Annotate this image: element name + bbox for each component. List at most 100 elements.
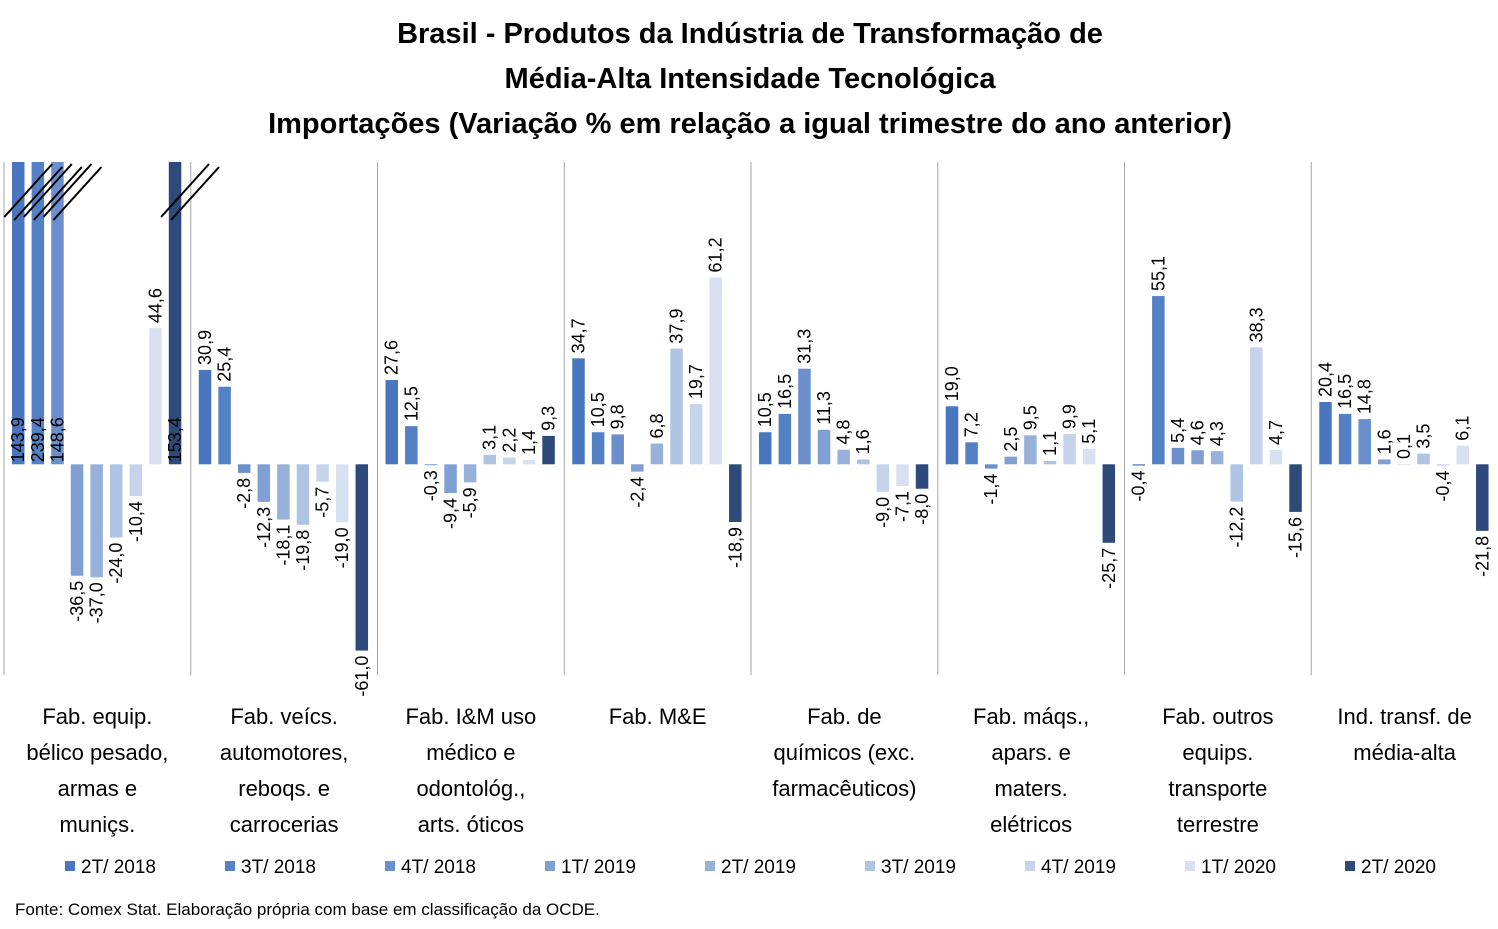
bar	[670, 348, 683, 465]
legend-swatch	[1025, 861, 1035, 871]
data-label: 0,1	[1394, 434, 1414, 459]
bar	[1132, 464, 1145, 466]
data-label: 16,5	[1335, 374, 1355, 409]
bar	[405, 426, 418, 465]
bar	[1476, 464, 1489, 531]
chart-title: Brasil - Produtos da Indústria de Transf…	[397, 18, 1103, 50]
x-tick-label: Fab. I&M uso médico e odontológ., arts. óti…	[405, 704, 536, 837]
bar	[1102, 464, 1116, 543]
data-label: -37,0	[87, 582, 107, 623]
legend-swatch	[705, 861, 715, 871]
data-label: -0,3	[421, 470, 441, 501]
data-label: -36,5	[67, 581, 87, 622]
data-label: -15,6	[1286, 517, 1306, 558]
legend-label: 2T/ 2019	[721, 857, 796, 878]
bar	[857, 459, 870, 465]
bar	[1063, 434, 1076, 465]
bar	[1082, 448, 1096, 465]
bar	[1269, 449, 1283, 465]
bar	[218, 386, 231, 465]
data-label: -2,4	[627, 477, 647, 508]
data-label: 20,4	[1316, 362, 1336, 397]
plot-area	[12, 162, 1489, 651]
bar	[1417, 453, 1430, 465]
bar	[1152, 296, 1165, 465]
bar	[198, 369, 212, 465]
data-label: -8,0	[912, 494, 932, 525]
x-tick-label: Fab. máqs., apars. e maters. elétricos	[973, 704, 1089, 837]
data-label: -0,4	[1433, 471, 1453, 502]
data-label: -18,9	[725, 527, 745, 568]
legend-swatch	[865, 861, 875, 871]
legend-swatch	[385, 861, 395, 871]
data-label: 27,6	[382, 340, 402, 375]
bar	[483, 454, 496, 465]
bar	[149, 328, 162, 465]
legend-label: 4T/ 2019	[1041, 857, 1116, 878]
axis-break	[33, 166, 83, 221]
source-note: Fonte: Comex Stat. Elaboração própria co…	[15, 900, 600, 919]
x-tick-label: Fab. outros equips. transporte terrestre	[1162, 704, 1273, 837]
bar	[1319, 402, 1332, 465]
bar	[709, 277, 722, 465]
bar	[1289, 464, 1302, 512]
data-label: 30,9	[195, 330, 215, 365]
axis-break	[3, 163, 53, 218]
data-label: 4,7	[1266, 420, 1286, 445]
data-label: 9,8	[608, 404, 628, 429]
legend-label: 3T/ 2019	[881, 857, 956, 878]
data-label: 5,1	[1079, 419, 1099, 444]
data-label: -1,4	[981, 474, 1001, 505]
legend-label: 1T/ 2020	[1201, 857, 1276, 878]
axis-break	[42, 163, 93, 218]
data-label: 14,8	[1355, 379, 1375, 414]
bar	[424, 464, 438, 466]
data-label: 6,8	[647, 414, 667, 439]
bar	[591, 432, 605, 465]
bar	[689, 404, 703, 465]
bar	[296, 464, 310, 525]
legend-label: 2T/ 2020	[1361, 857, 1436, 878]
bar	[257, 464, 271, 502]
bar	[798, 368, 811, 465]
bar	[70, 464, 84, 576]
bar	[729, 464, 742, 523]
legend-swatch	[1185, 861, 1195, 871]
bar	[965, 442, 978, 465]
data-label: -9,0	[873, 497, 893, 528]
bar	[1436, 464, 1450, 466]
data-label: 25,4	[215, 347, 235, 382]
bar	[650, 443, 664, 465]
data-label: -19,8	[293, 530, 313, 571]
axis-break	[13, 166, 63, 221]
bar	[817, 429, 831, 465]
bar	[631, 464, 644, 472]
data-label: -5,7	[313, 487, 333, 518]
data-label: 61,2	[706, 237, 726, 272]
data-label: -24,0	[106, 543, 126, 584]
legend-swatch	[545, 861, 555, 871]
data-label: 1,6	[1374, 429, 1394, 454]
data-label: -12,2	[1227, 507, 1247, 548]
data-label: 153,4	[165, 417, 185, 462]
bar	[237, 464, 251, 473]
bar	[1004, 456, 1018, 465]
bar	[1456, 445, 1469, 465]
bar	[759, 432, 772, 465]
axis-break	[160, 163, 210, 218]
data-label: 3,5	[1414, 424, 1434, 449]
data-label: -9,4	[441, 498, 461, 529]
data-label: 7,2	[962, 412, 982, 437]
bar	[316, 464, 329, 482]
data-label: 1,4	[519, 430, 539, 455]
data-label: 10,5	[755, 392, 775, 427]
data-label: 11,3	[814, 391, 834, 425]
data-label: 2,5	[1001, 427, 1021, 452]
bar	[542, 435, 555, 465]
bar	[984, 464, 998, 469]
data-label: -2,8	[234, 478, 254, 509]
bar	[1338, 413, 1352, 465]
legend-swatch	[1345, 861, 1355, 871]
data-label: 10,5	[588, 392, 608, 427]
x-tick-label: Fab. M&E	[609, 704, 707, 729]
